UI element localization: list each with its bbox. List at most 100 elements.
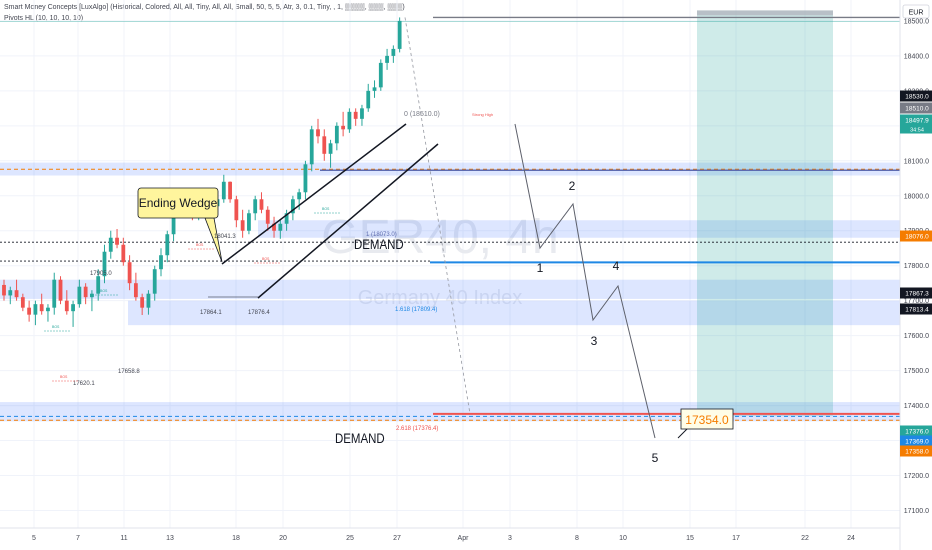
candle-bull <box>8 290 13 296</box>
wave-label-1: 1 <box>537 261 544 275</box>
candle-bull <box>165 234 170 256</box>
price-tick-label: 18400.0 <box>904 53 929 60</box>
candle-bull <box>77 286 82 305</box>
callout-box <box>137 187 219 219</box>
candle-bear <box>2 284 6 296</box>
time-tick-label: 13 <box>166 535 174 542</box>
candle-bull <box>378 62 383 88</box>
price-tick-label: 18000.0 <box>904 193 929 200</box>
candle-bear <box>115 237 119 245</box>
candle-bull <box>102 251 107 277</box>
candle-bull <box>52 279 57 308</box>
candle-bull <box>328 143 333 154</box>
indicator-title-smc[interactable]: Smart Money Concepts [LuxAlgo] (Historic… <box>4 4 405 11</box>
fib-label-1: 1 (18073.0) <box>366 232 397 238</box>
strong-high-label: Strong High <box>472 112 493 117</box>
wedge-upper-line <box>221 123 407 265</box>
pivot-label: 17864.1 <box>200 310 222 316</box>
candle-bear <box>265 209 270 224</box>
candle-bear <box>316 129 320 137</box>
candle-bull <box>152 269 157 294</box>
pivot-label: 17620.1 <box>73 381 95 387</box>
candle-bear <box>234 199 239 221</box>
price-badge <box>900 114 932 126</box>
demand-label-lower: DEMAND <box>335 430 385 446</box>
pivot-label: 17905.0 <box>90 271 112 277</box>
candle-bear <box>20 297 25 308</box>
price-badge-label: 34:54 <box>910 128 924 134</box>
candle-bear <box>127 262 132 284</box>
pivot-label: 18041.3 <box>214 234 236 240</box>
bos-label: BOS <box>196 243 204 247</box>
time-tick-label: 20 <box>279 535 287 542</box>
candle-bear <box>39 304 44 312</box>
bos-label: BOS <box>52 325 60 329</box>
target-price-label: 17354.0 <box>685 413 729 427</box>
time-tick-label: 24 <box>847 535 855 542</box>
candle-bear <box>83 286 88 298</box>
indicator-title-pivots[interactable]: Pivots HL (10, 10, 10, 10) <box>4 15 84 22</box>
price-tick-label: 17500.0 <box>904 368 929 375</box>
wave-label-2: 2 <box>569 179 576 193</box>
price-badge-label: 18076.0 <box>905 234 929 241</box>
wave-label-3: 3 <box>591 334 598 348</box>
price-tick-label: 18500.0 <box>904 18 929 25</box>
price-axis <box>900 0 932 550</box>
price-badge <box>900 445 932 457</box>
demand-zone <box>128 300 900 326</box>
currency-button[interactable] <box>902 4 930 19</box>
price-tick-label: 17200.0 <box>904 473 929 480</box>
bos-label: BOS <box>60 375 68 379</box>
candle-bear <box>27 307 32 315</box>
time-tick-label: 10 <box>619 535 627 542</box>
candle-bull <box>309 129 314 165</box>
time-tick-label: 3 <box>508 535 512 542</box>
price-badge-label: 17358.0 <box>905 449 929 456</box>
price-tick-label: 17600.0 <box>904 333 929 340</box>
price-badge <box>900 303 932 315</box>
wave-label-5: 5 <box>652 451 659 465</box>
time-tick-label: 18 <box>232 535 240 542</box>
candle-bear <box>121 244 126 263</box>
price-badge <box>900 230 932 242</box>
price-badge-label: 17376.0 <box>905 429 929 436</box>
fib-label-1618: 1.618 (17809.4) <box>395 307 437 313</box>
price-badge-label: 18510.0 <box>905 106 929 113</box>
price-tick-label: 18100.0 <box>904 158 929 165</box>
candle-bull <box>397 20 402 49</box>
price-badge-label: 17867.3 <box>905 291 929 298</box>
demand-zone <box>258 220 900 238</box>
candle-bull <box>159 255 163 270</box>
candle-bull <box>33 304 38 315</box>
target-label-box <box>680 408 734 430</box>
price-badge <box>900 102 932 114</box>
callout-pointer <box>204 217 223 263</box>
candle-bull <box>221 181 226 200</box>
wave-label-4: 4 <box>613 259 620 273</box>
wedge-lower-line <box>257 143 439 299</box>
price-badge-label: 17813.4 <box>905 307 929 314</box>
candle-bull <box>290 199 295 214</box>
price-badge <box>900 90 932 102</box>
fib-label-0: 0 (18510.0) <box>404 111 440 118</box>
price-badge <box>900 287 932 299</box>
price-tick-label: 17700.0 <box>904 298 929 305</box>
time-tick-label: 11 <box>120 535 127 542</box>
candle-bear <box>259 199 264 210</box>
time-tick-label: 17 <box>732 535 740 542</box>
candle-bull <box>46 307 50 312</box>
candle-bull <box>297 192 302 200</box>
demand-zone <box>0 279 900 299</box>
candle-bull <box>96 276 101 294</box>
target-box-top <box>697 10 833 16</box>
price-badge-label: 17369.0 <box>905 439 929 446</box>
time-tick-label: 15 <box>686 535 694 542</box>
pattern-label: Ending Wedge <box>139 196 218 210</box>
candle-bull <box>385 55 389 63</box>
price-badge-label: 18497.9 <box>905 118 929 125</box>
candle-bull <box>284 213 289 224</box>
time-tick-label: 25 <box>346 535 354 542</box>
time-tick-label: Apr <box>458 535 470 542</box>
price-badge <box>900 435 932 447</box>
